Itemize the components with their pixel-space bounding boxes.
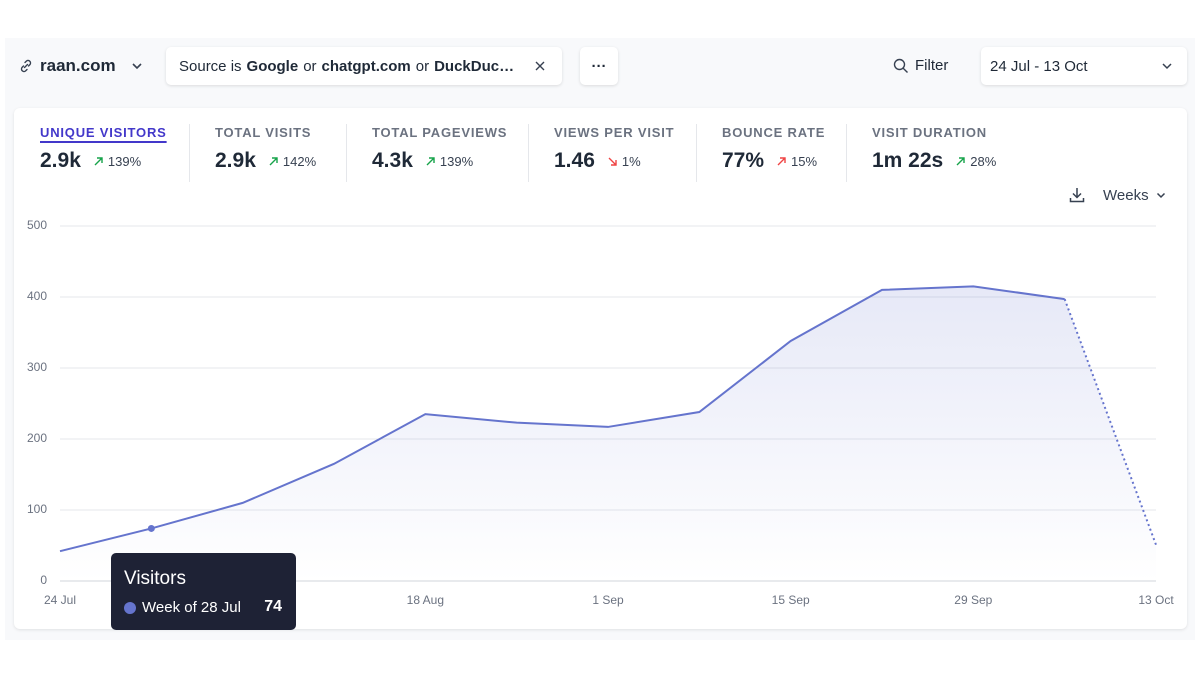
line — [59, 285, 1065, 553]
metric-value: 2.9k — [40, 149, 81, 172]
y-tick-label: 300 — [27, 360, 47, 374]
tooltip-title: Visitors — [124, 568, 186, 589]
metric-value: 77% — [722, 149, 765, 172]
site-name: raan.com — [40, 56, 116, 75]
metric-value: 1m 22s — [872, 149, 944, 172]
date-picker[interactable]: 24 Jul - 13 Oct — [981, 47, 1187, 85]
x-tick-label: 1 Sep — [592, 593, 624, 607]
metric-value: 4.3k — [372, 149, 413, 172]
change-text: 1% — [621, 154, 641, 169]
metric-label[interactable]: VISIT DURATION — [872, 125, 987, 140]
remove-filter[interactable] — [534, 60, 546, 72]
separator — [846, 124, 847, 182]
metric-label[interactable]: VIEWS PER VISIT — [554, 125, 675, 140]
filter-value: Google — [246, 57, 299, 75]
trend-arrow — [777, 157, 786, 166]
tooltip: Visitors Week of 28 Jul 74 — [111, 553, 296, 630]
filter-prefix: Source is — [179, 57, 242, 75]
trend-arrow — [426, 157, 435, 166]
filter-value: DuckDuc… — [434, 57, 515, 75]
site-switcher[interactable]: raan.com — [18, 56, 144, 76]
change-text: 142% — [282, 154, 317, 169]
change-text: 15% — [791, 154, 818, 169]
x-tick-label: 29 Sep — [954, 593, 992, 607]
chevron — [1162, 63, 1172, 70]
trend-arrow — [956, 157, 965, 166]
metric-change: 142% — [268, 154, 316, 169]
tooltip-row: Week of 28 Jul — [124, 599, 241, 616]
metric-value: 2.9k — [215, 149, 256, 172]
filter-joiner: or — [415, 57, 430, 75]
filter-joiner: or — [303, 57, 317, 75]
x-tick-label: 18 Aug — [407, 593, 444, 607]
interval-select[interactable]: Weeks — [1103, 186, 1149, 204]
y-tick-label: 200 — [27, 431, 47, 445]
x-tick-label: 24 Jul — [44, 593, 76, 607]
hover-point — [147, 524, 155, 532]
more-icon: ··· — [591, 57, 607, 75]
trend-arrow — [608, 157, 617, 166]
metric-change: 1% — [607, 154, 641, 169]
date-range: 24 Jul - 13 Oct — [990, 57, 1088, 75]
metric-label[interactable]: BOUNCE RATE — [722, 125, 826, 140]
y-tick-label: 500 — [27, 218, 47, 232]
chevron — [1156, 192, 1165, 199]
line-incomplete — [1063, 298, 1157, 546]
trend-arrow — [269, 157, 278, 166]
metric-label[interactable]: TOTAL VISITS — [215, 125, 312, 140]
filter-pill[interactable]: Source is Google or chatgpt.com or DuckD… — [166, 47, 562, 85]
change-text: 139% — [107, 154, 142, 169]
more-button[interactable]: ··· — [580, 47, 618, 85]
separator — [189, 124, 190, 182]
metric-change: 15% — [776, 154, 817, 169]
metric-change: 28% — [955, 154, 996, 169]
search-icon — [893, 58, 908, 73]
separator — [346, 124, 347, 182]
y-tick-label: 0 — [40, 573, 47, 587]
metric-change: 139% — [93, 154, 141, 169]
change-text: 139% — [439, 154, 474, 169]
legend-dot — [124, 601, 136, 614]
chevron — [132, 63, 142, 70]
metric-value: 1.46 — [554, 149, 595, 172]
separator — [696, 124, 697, 182]
x-tick-label: 15 Sep — [772, 593, 810, 607]
filter-label: Filter — [915, 57, 949, 74]
trend-arrow — [94, 157, 103, 166]
filter-button[interactable]: Filter — [893, 57, 948, 74]
area — [60, 286, 1156, 581]
chart-controls: Weeks — [1068, 186, 1167, 204]
metric-label[interactable]: TOTAL PAGEVIEWS — [372, 125, 508, 140]
x-tick-label: 13 Oct — [1138, 593, 1174, 607]
separator — [528, 124, 529, 182]
download-icon[interactable] — [1068, 186, 1086, 204]
y-tick-label: 100 — [27, 502, 47, 516]
y-tick-label: 400 — [27, 289, 47, 303]
filter-value: chatgpt.com — [321, 57, 411, 75]
metric-change: 139% — [425, 154, 473, 169]
change-text: 28% — [970, 154, 997, 169]
tooltip-label: Week of 28 Jul — [142, 599, 241, 616]
link-icon — [20, 59, 32, 73]
tooltip-value: 74 — [264, 598, 282, 615]
metric-label[interactable]: UNIQUE VISITORS — [40, 125, 167, 140]
